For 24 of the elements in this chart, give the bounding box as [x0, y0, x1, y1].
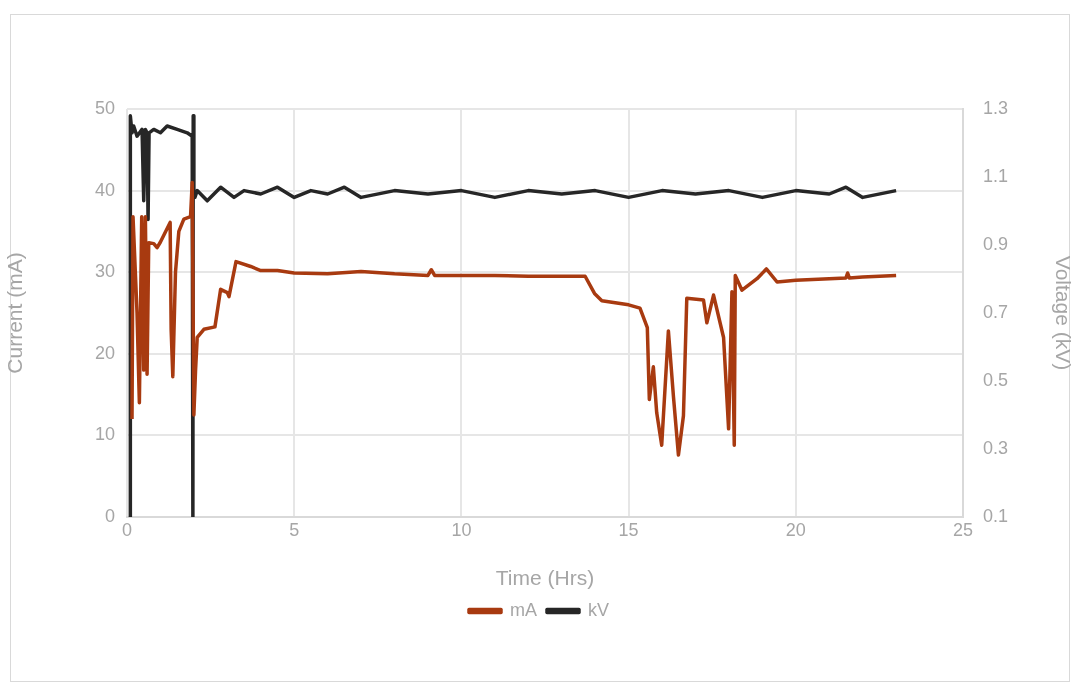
y2-tick-label: 0.9	[983, 233, 1009, 254]
y-tick-label: 0	[104, 505, 115, 526]
y2-tick-label: 1.1	[983, 165, 1009, 186]
legend-label: kV	[588, 599, 610, 620]
y-tick-label: 10	[94, 424, 115, 445]
y2-tick-label: 0.5	[983, 369, 1009, 390]
y-tick-label: 50	[94, 97, 115, 118]
y-tick-label: 40	[94, 179, 115, 200]
x-axis-title: Time (Hrs)	[495, 566, 595, 590]
y2-tick-label: 1.3	[983, 97, 1009, 118]
y-tick-label: 30	[94, 261, 115, 282]
y2-axis-title: Voltage (kV)	[1051, 255, 1075, 371]
x-tick-label: 0	[121, 519, 133, 540]
y2-tick-label: 0.3	[983, 437, 1009, 458]
y2-tick-label: 0.7	[983, 301, 1009, 322]
legend-label: mA	[510, 599, 537, 620]
y-tick-label: 20	[94, 342, 115, 363]
x-tick-label: 20	[785, 519, 806, 540]
x-tick-label: 10	[451, 519, 472, 540]
x-tick-label: 15	[618, 519, 639, 540]
y-axis-title: Current (mA)	[3, 252, 27, 374]
x-tick-label: 5	[289, 519, 300, 540]
x-tick-label: 25	[952, 519, 974, 540]
y2-tick-label: 0.1	[983, 505, 1009, 526]
